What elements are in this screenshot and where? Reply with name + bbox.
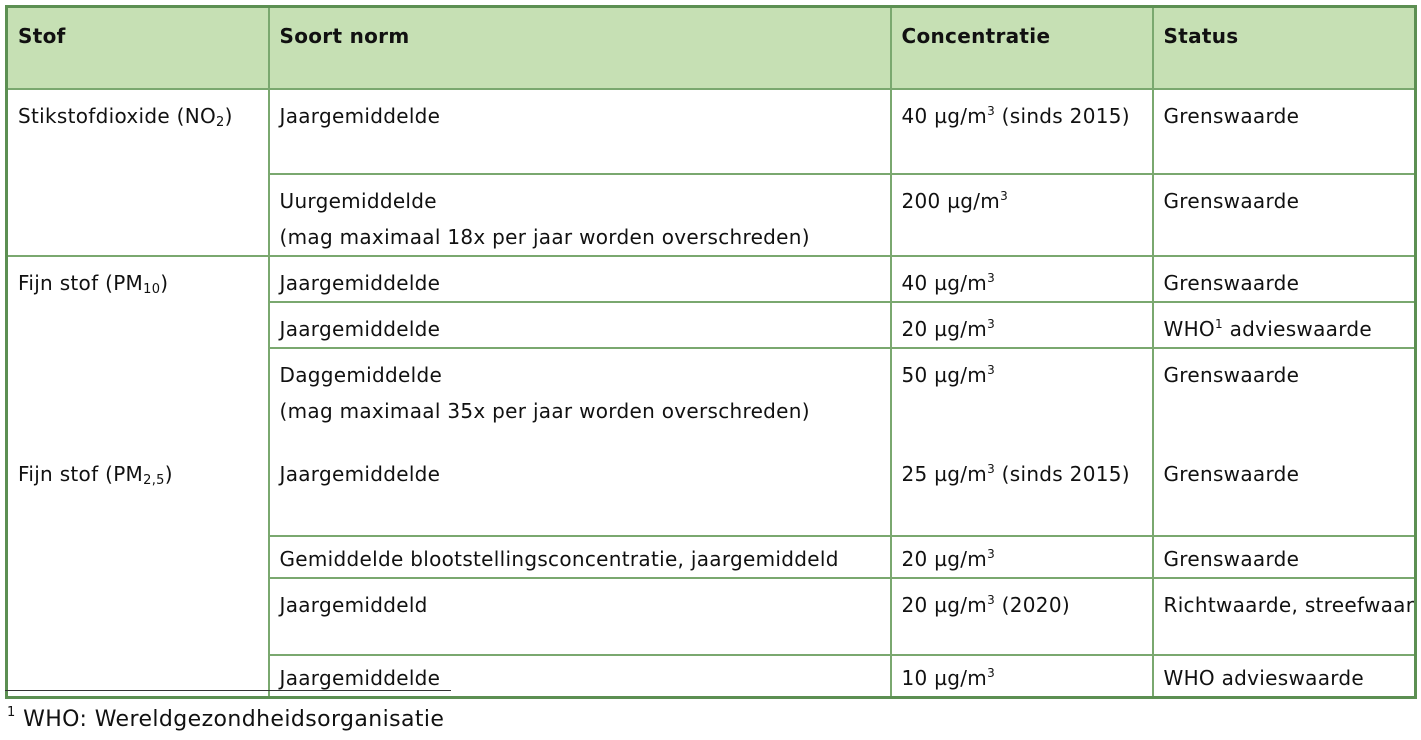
stof-cell-empty [5,535,270,578]
table-row: Daggemiddelde (mag maximaal 35x per jaar … [5,346,1417,456]
stof-cell-empty [5,577,270,655]
norm-cell: Jaargemiddelde [267,300,892,349]
stof-cell-empty [5,173,270,257]
status-cell: Grenswaarde [1151,346,1417,456]
norm-cell: Uurgemiddelde (mag maximaal 18x per jaar … [267,172,892,257]
stof-cell-empty [5,301,270,348]
concentration-cell: 20 µg/m3 [889,300,1154,349]
table-row: Jaargemiddelde 10 µg/m3 WHO advieswaarde [5,653,1417,698]
status-cell: Grenswaarde [1151,254,1417,303]
header-stof: Stof [5,5,270,90]
status-cell: Grenswaarde [1151,172,1417,257]
concentration-cell: 10 µg/m3 [889,653,1154,698]
footnote: 1 WHO: Wereldgezondheidsorganisatie [7,705,444,735]
footnote-number: 1 [7,705,16,720]
header-concentratie: Concentratie [889,5,1154,90]
concentration-cell: 50 µg/m3 [889,346,1154,456]
norm-cell: Jaargemiddelde [267,254,892,303]
norm-cell: Jaargemiddelde [267,455,892,537]
concentration-cell: 20 µg/m3 (2020) [889,576,1154,656]
table-row: Uurgemiddelde (mag maximaal 18x per jaar … [5,172,1417,257]
concentration-cell: 200 µg/m3 [889,172,1154,257]
header-status: Status [1151,5,1417,90]
concentration-cell: 40 µg/m3 (sinds 2015) [889,87,1154,175]
table-row: Jaargemiddelde 20 µg/m3 WHO1 advieswaard… [5,300,1417,349]
norm-cell: Daggemiddelde (mag maximaal 35x per jaar … [267,346,892,456]
air-quality-norms-table: Stof Soort norm Concentratie Status Stik… [5,5,1417,699]
status-cell: WHO1 advieswaarde [1151,300,1417,349]
stof-cell-pm10: Fijn stof (PM10) [5,254,270,302]
stof-cell-empty [5,347,270,456]
table-row: Jaargemiddeld 20 µg/m3 (2020) Richtwaard… [5,576,1417,656]
table-row: Fijn stof (PM2,5) Jaargemiddelde 25 µg/m… [5,455,1417,537]
concentration-cell: 40 µg/m3 [889,254,1154,303]
concentration-cell: 25 µg/m3 (sinds 2015) [889,455,1154,537]
norm-cell: Jaargemiddeld [267,576,892,656]
status-cell: Grenswaarde [1151,87,1417,175]
status-cell: WHO advieswaarde [1151,653,1417,698]
footnote-divider [5,690,451,691]
table-row: Stikstofdioxide (NO2) Jaargemiddelde 40 … [5,87,1417,175]
table-header-row: Stof Soort norm Concentratie Status [5,5,1417,90]
status-cell: Grenswaarde [1151,534,1417,579]
status-cell: Richtwaarde, streefwaarde [1151,576,1417,656]
stof-cell-pm25: Fijn stof (PM2,5) [5,455,270,536]
footnote-text: WHO: Wereldgezondheidsorganisatie [15,707,445,732]
header-soort-norm: Soort norm [267,5,892,90]
concentration-cell: 20 µg/m3 [889,534,1154,579]
stof-cell-no2: Stikstofdioxide (NO2) [5,87,270,174]
table-row: Gemiddelde blootstellingsconcentratie, j… [5,534,1417,579]
norm-cell: Jaargemiddelde [267,87,892,175]
table-row: Fijn stof (PM10) Jaargemiddelde 40 µg/m3… [5,254,1417,303]
norm-cell: Gemiddelde blootstellingsconcentratie, j… [267,534,892,579]
status-cell: Grenswaarde [1151,455,1417,537]
